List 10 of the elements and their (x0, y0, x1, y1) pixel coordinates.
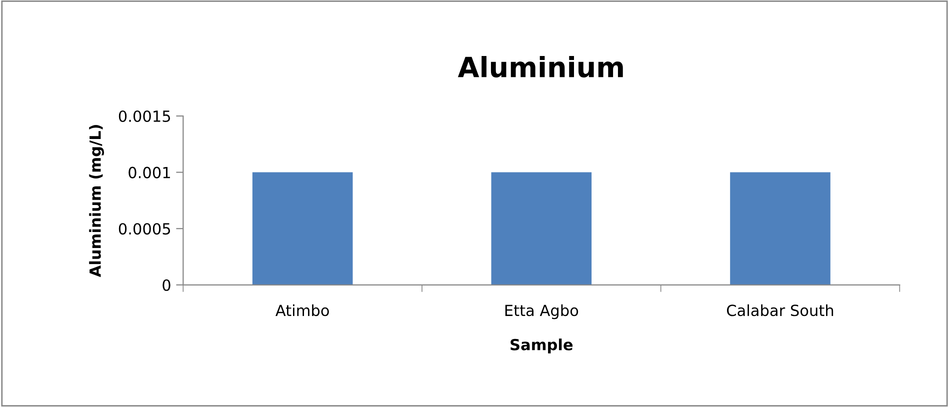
y-tick-label: 0 (162, 279, 170, 291)
y-tick-label: 0.001 (128, 166, 170, 178)
y-axis-title: Aluminium (mg/L) (89, 125, 104, 278)
x-tick-label: Etta Agbo (505, 304, 578, 320)
chart-title: Aluminium (458, 56, 623, 78)
x-tick-label: Atimbo (276, 304, 329, 316)
x-axis-title: Sample (510, 338, 573, 354)
y-tick-label: 0.0015 (118, 110, 170, 122)
y-tick-label: 0.0005 (118, 223, 170, 235)
x-tick-label: Calabar South (726, 304, 834, 316)
